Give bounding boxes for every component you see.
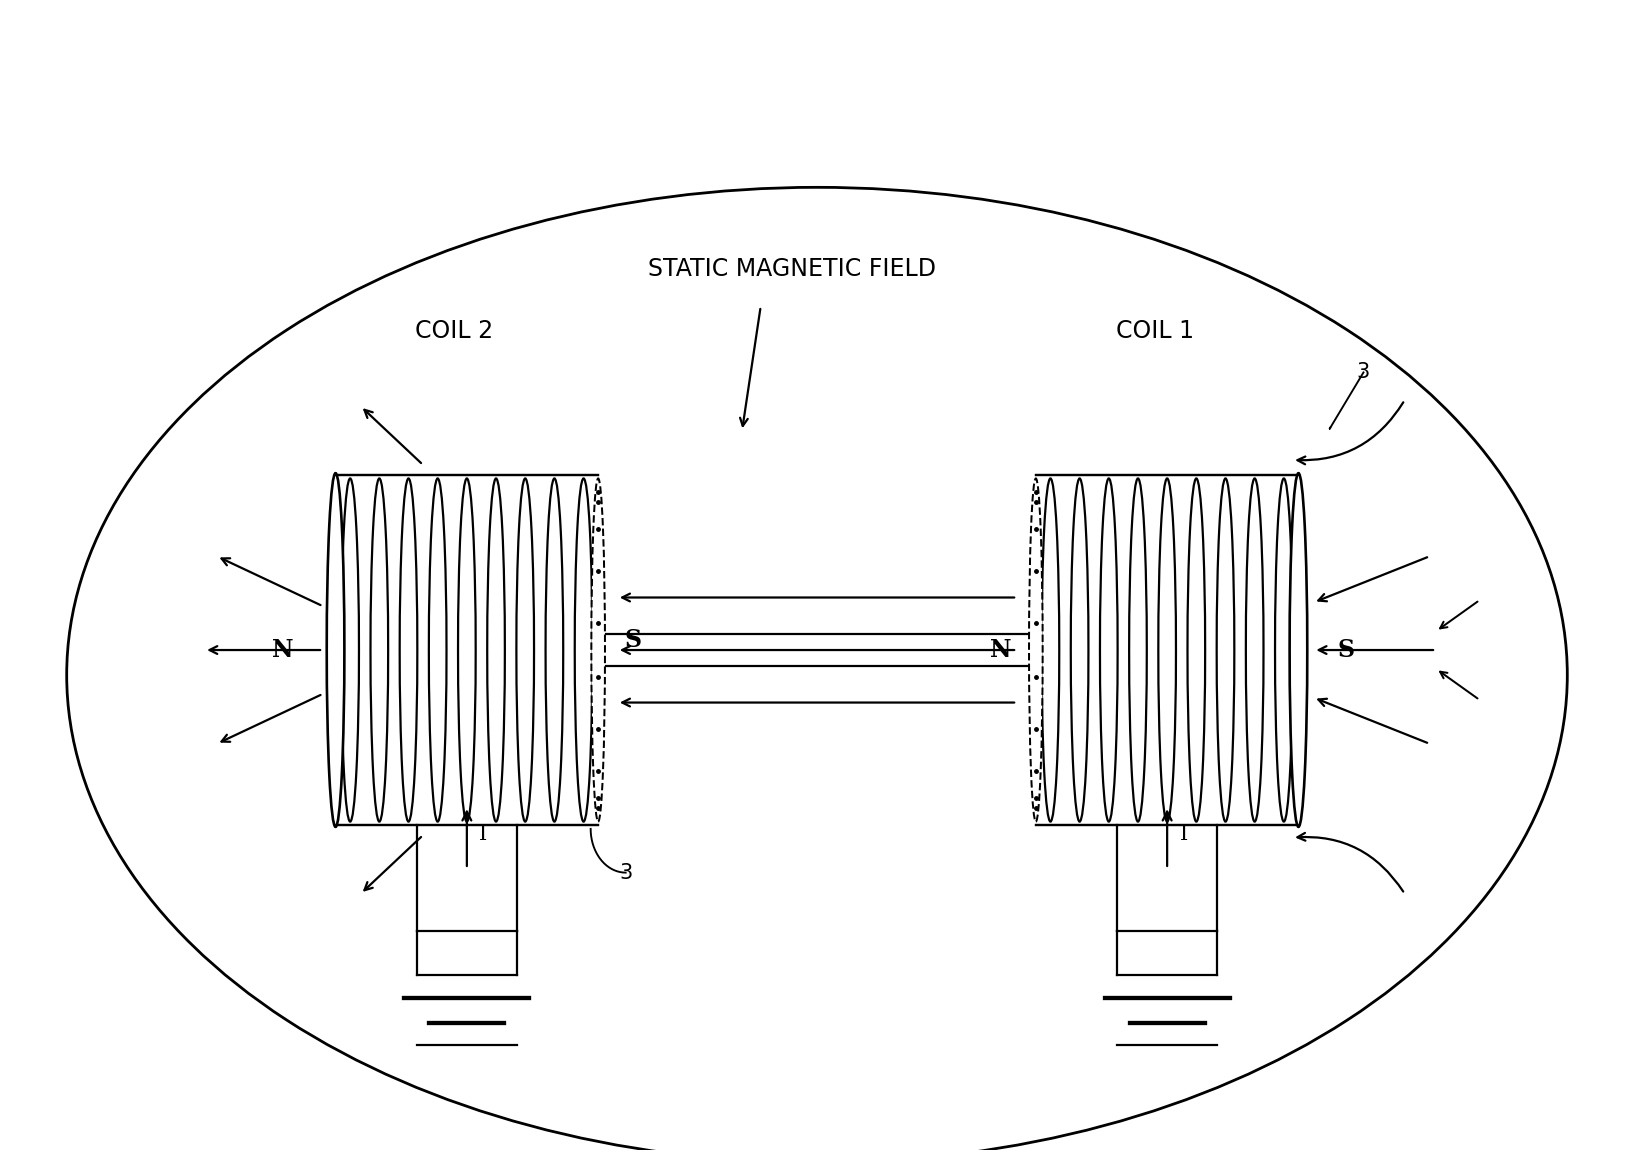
Polygon shape (335, 475, 598, 825)
Ellipse shape (1188, 478, 1206, 821)
Ellipse shape (342, 478, 359, 821)
Ellipse shape (428, 478, 446, 821)
Ellipse shape (1159, 478, 1176, 821)
Ellipse shape (1289, 474, 1307, 827)
Text: I: I (1180, 825, 1188, 844)
Text: STATIC MAGNETIC FIELD: STATIC MAGNETIC FIELD (649, 256, 936, 281)
Ellipse shape (1100, 478, 1118, 821)
Text: 3: 3 (619, 862, 632, 882)
Ellipse shape (371, 478, 389, 821)
Ellipse shape (1245, 478, 1263, 821)
Text: S: S (624, 627, 642, 652)
Text: I: I (479, 825, 487, 844)
Ellipse shape (592, 478, 605, 821)
Text: N: N (273, 638, 294, 662)
Text: N: N (990, 638, 1011, 662)
Ellipse shape (1041, 478, 1059, 821)
Ellipse shape (516, 478, 534, 821)
Ellipse shape (327, 474, 345, 827)
Ellipse shape (458, 478, 475, 821)
Ellipse shape (1217, 478, 1234, 821)
Ellipse shape (1070, 478, 1088, 821)
Ellipse shape (1029, 478, 1042, 821)
Ellipse shape (1129, 478, 1147, 821)
Ellipse shape (546, 478, 564, 821)
Ellipse shape (487, 478, 505, 821)
Text: S: S (1338, 638, 1355, 662)
Ellipse shape (400, 478, 417, 821)
Ellipse shape (1275, 478, 1292, 821)
Text: COIL 1: COIL 1 (1116, 320, 1194, 343)
Text: 3: 3 (1356, 362, 1369, 382)
Text: COIL 2: COIL 2 (415, 320, 493, 343)
Ellipse shape (575, 478, 593, 821)
Polygon shape (1036, 475, 1299, 825)
